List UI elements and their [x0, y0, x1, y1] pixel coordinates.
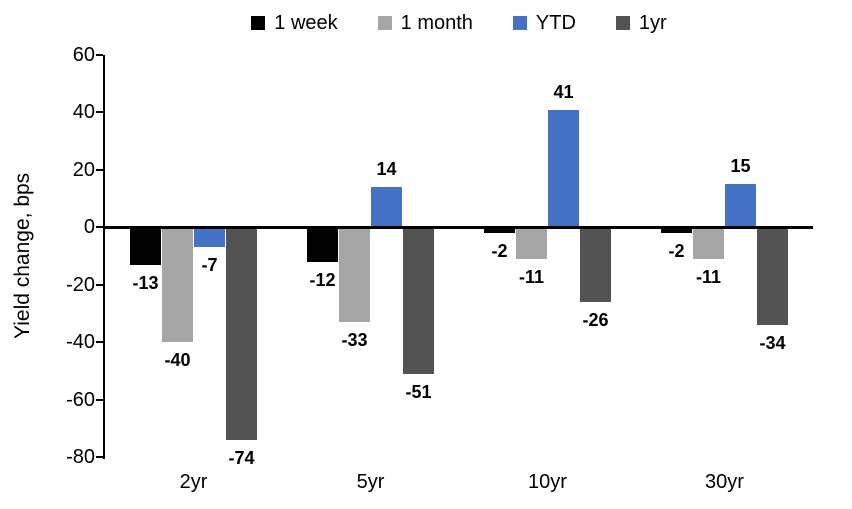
bar-YTD-5yr [371, 187, 402, 228]
bar-1yr-2yr [226, 227, 257, 440]
y-tick-mark [96, 398, 103, 401]
y-tick-label: 0 [83, 216, 95, 239]
bar-YTD-2yr [194, 227, 225, 248]
y-tick-mark [96, 456, 103, 458]
y-tick-label: 20 [72, 158, 95, 181]
y-tick-mark [96, 341, 103, 344]
y-tick-mark [96, 226, 103, 229]
bar-1yr-5yr [403, 227, 434, 374]
bar-value-label: 15 [730, 156, 751, 177]
bar-value-label: -11 [518, 266, 545, 287]
y-tick-mark [96, 111, 103, 114]
bar-1yr-30yr [757, 227, 788, 325]
legend-item-1yr: 1yr [615, 12, 667, 34]
chart-legend: 1 week 1 month YTD 1yr [105, 8, 813, 38]
bar-value-label: -40 [164, 350, 191, 371]
bar-1yr-10yr [580, 227, 611, 302]
legend-item-YTD: YTD [512, 12, 576, 34]
bar-1-month-5yr [339, 227, 370, 323]
legend-swatch-icon [251, 16, 266, 30]
x-category-label: 10yr [528, 471, 567, 493]
bar-YTD-30yr [725, 184, 756, 228]
bar-value-label: -7 [201, 255, 218, 276]
y-axis-line [103, 55, 105, 459]
x-category-label: 5yr [356, 471, 385, 493]
legend-item-1-month: 1 month [377, 12, 473, 34]
x-category-label: 30yr [705, 471, 744, 493]
legend-label: YTD [535, 12, 576, 34]
bar-value-label: -2 [668, 241, 685, 262]
legend-label: 1 month [400, 12, 473, 34]
y-tick-mark [96, 283, 103, 286]
y-tick-mark [96, 168, 103, 171]
bar-1-month-2yr [162, 227, 193, 343]
x-category-label: 2yr [179, 471, 208, 493]
bar-value-label: -33 [341, 330, 368, 351]
legend-swatch-icon [377, 16, 392, 30]
bar-value-label: -26 [582, 309, 609, 330]
y-tick-label: -40 [66, 331, 95, 354]
bar-value-label: -2 [491, 241, 508, 262]
bar-value-label: -13 [132, 272, 159, 293]
legend-label: 1yr [638, 12, 667, 34]
bar-value-label: -12 [309, 269, 336, 290]
bar-1-month-30yr [693, 227, 724, 259]
bar-value-label: -74 [228, 447, 255, 468]
bar-1-month-10yr [516, 227, 547, 259]
bar-value-label: -11 [695, 266, 722, 287]
legend-label: 1 week [274, 12, 338, 34]
bar-value-label: -51 [405, 381, 432, 402]
y-tick-label: -20 [66, 273, 95, 296]
bar-value-label: 41 [553, 81, 574, 102]
y-tick-mark [96, 54, 103, 56]
y-tick-label: -60 [66, 388, 95, 411]
y-tick-label: 60 [72, 44, 95, 66]
legend-swatch-icon [512, 16, 527, 30]
bar-1-week-2yr [130, 227, 161, 265]
y-tick-label: -80 [66, 446, 95, 468]
bar-YTD-10yr [548, 109, 579, 228]
bar-1-week-5yr [307, 227, 338, 262]
bar-1-week-30yr [661, 227, 692, 234]
legend-swatch-icon [615, 16, 630, 30]
bar-value-label: 14 [376, 159, 397, 180]
y-axis-title: Yield change, bps [11, 172, 34, 340]
x-axis-line [105, 225, 813, 229]
legend-item-1-week: 1 week [251, 12, 338, 34]
bar-value-label: -34 [759, 332, 786, 353]
bar-1-week-10yr [484, 227, 515, 234]
y-tick-label: 40 [72, 101, 95, 124]
